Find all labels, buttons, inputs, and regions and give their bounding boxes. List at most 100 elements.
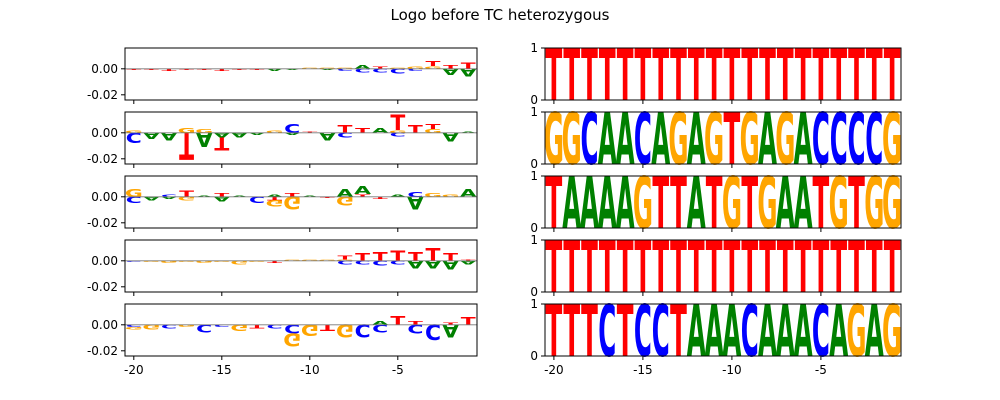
logo-letter-c: C <box>126 323 142 327</box>
logo-letter-g: G <box>633 162 653 245</box>
logo-letter-t: T <box>795 34 812 117</box>
logo-letter-t: T <box>706 34 723 117</box>
logo-letter-c: C <box>214 323 230 327</box>
logo-letter-g: G <box>301 320 319 339</box>
left-panel-frame <box>124 239 478 293</box>
logo-letter-c: C <box>407 190 423 198</box>
right-panel-ytick-label: 1 <box>530 169 538 183</box>
left-panel-frame <box>124 175 478 229</box>
logo-letter-c: C <box>355 259 371 265</box>
logo-letter-t: T <box>617 290 634 373</box>
logo-letter-g: G <box>178 195 196 201</box>
right-panel-ytick-label: 1 <box>530 233 538 247</box>
logo-letter-t: T <box>759 226 776 309</box>
logo-letter-a: A <box>776 162 795 245</box>
logo-letter-t: T <box>426 122 442 130</box>
logo-letter-a: A <box>794 290 813 373</box>
logo-letter-t: T <box>759 34 776 117</box>
logo-letter-t: T <box>546 34 563 117</box>
logo-letter-t: T <box>373 195 388 199</box>
logo-letter-c: C <box>812 98 830 181</box>
logo-letter-t: T <box>563 290 580 373</box>
logo-letter-t: T <box>688 226 705 309</box>
left-panel-ytick-label: 0.00 <box>91 190 118 204</box>
logo-letter-t: T <box>848 226 865 309</box>
logo-letter-t: T <box>706 162 723 245</box>
logo-letter-t: T <box>670 34 687 117</box>
logo-letter-a: A <box>705 290 724 373</box>
left-panel-ytick-label: 0.00 <box>91 254 118 268</box>
logo-letter-a: A <box>794 98 813 181</box>
logo-letter-g: G <box>125 326 143 330</box>
right-panel-frame <box>544 175 902 229</box>
figure-title: Logo before TC heterozygous <box>391 6 610 24</box>
logo-letter-t: T <box>390 314 406 329</box>
logo-letter-t: T <box>777 226 794 309</box>
logo-letter-a: A <box>161 129 179 141</box>
logo-letter-g: G <box>301 67 319 69</box>
logo-letter-a: A <box>865 290 884 373</box>
logo-letter-c: C <box>390 67 406 75</box>
logo-letter-g: G <box>864 162 884 245</box>
logo-letter-a: A <box>776 290 795 373</box>
logo-letter-t: T <box>866 226 883 309</box>
logo-letter-a: A <box>213 131 230 139</box>
logo-letter-t: T <box>563 226 580 309</box>
logo-letter-a: A <box>143 130 160 141</box>
logo-letter-t: T <box>302 131 318 133</box>
logo-letter-a: A <box>442 320 460 341</box>
logo-letter-a: A <box>196 128 213 151</box>
logo-letter-c: C <box>372 321 388 333</box>
logo-letter-t: T <box>355 193 370 197</box>
logo-letter-a: A <box>598 162 617 245</box>
logo-letter-c: C <box>267 323 283 329</box>
logo-letter-a: A <box>161 195 179 199</box>
logo-letter-c: C <box>407 321 423 336</box>
logo-letter-c: C <box>355 320 371 341</box>
left-panel-xtick-label: -5 <box>392 363 404 377</box>
logo-letter-c: C <box>580 98 598 181</box>
right-panel-ytick-label: 0 <box>530 221 538 235</box>
logo-letter-t: T <box>338 254 353 260</box>
left-panel-ytick-label: 0.00 <box>91 126 118 140</box>
right-panel-ytick-label: 0 <box>530 285 538 299</box>
right-panel-xtick-label: -5 <box>815 363 827 377</box>
logo-letter-t: T <box>617 34 634 117</box>
logo-letter-a: A <box>580 162 599 245</box>
logo-letter-c: C <box>390 131 406 137</box>
logo-letter-g: G <box>142 323 160 331</box>
logo-letter-t: T <box>813 34 830 117</box>
logo-letter-a: A <box>442 129 459 144</box>
left-panel-frame <box>124 47 478 101</box>
logo-letter-g: G <box>230 322 248 333</box>
logo-letter-a: A <box>651 98 670 181</box>
logo-letter-g: G <box>318 259 336 261</box>
logo-letter-a: A <box>616 162 635 245</box>
left-panel-ytick-label: -0.02 <box>87 280 118 294</box>
left-panel-frame <box>124 111 478 165</box>
logo-letter-c: C <box>830 98 848 181</box>
logo-letter-g: G <box>125 129 143 133</box>
logo-letter-g: G <box>283 329 301 350</box>
logo-letter-g: G <box>704 98 724 181</box>
right-panel-ytick-label: 0 <box>530 157 538 171</box>
logo-letter-g: G <box>195 259 213 263</box>
logo-letter-t: T <box>848 34 865 117</box>
logo-letter-t: T <box>866 34 883 117</box>
logo-letter-a: A <box>460 259 478 265</box>
left-panel-xtick-label: -15 <box>212 363 232 377</box>
logo-letter-t: T <box>267 259 282 263</box>
logo-letter-t: T <box>884 34 901 117</box>
logo-letter-t: T <box>581 34 598 117</box>
logo-letter-t: T <box>214 192 229 198</box>
logo-letter-t: T <box>546 162 563 245</box>
logo-letter-g: G <box>757 162 777 245</box>
right-panel-xtick-label: -10 <box>722 363 742 377</box>
logo-letter-g: G <box>829 162 849 245</box>
logo-letter-c: C <box>652 290 670 373</box>
logo-letter-a: A <box>372 320 390 326</box>
logo-letter-g: G <box>882 290 902 373</box>
logo-letter-g: G <box>406 65 424 69</box>
